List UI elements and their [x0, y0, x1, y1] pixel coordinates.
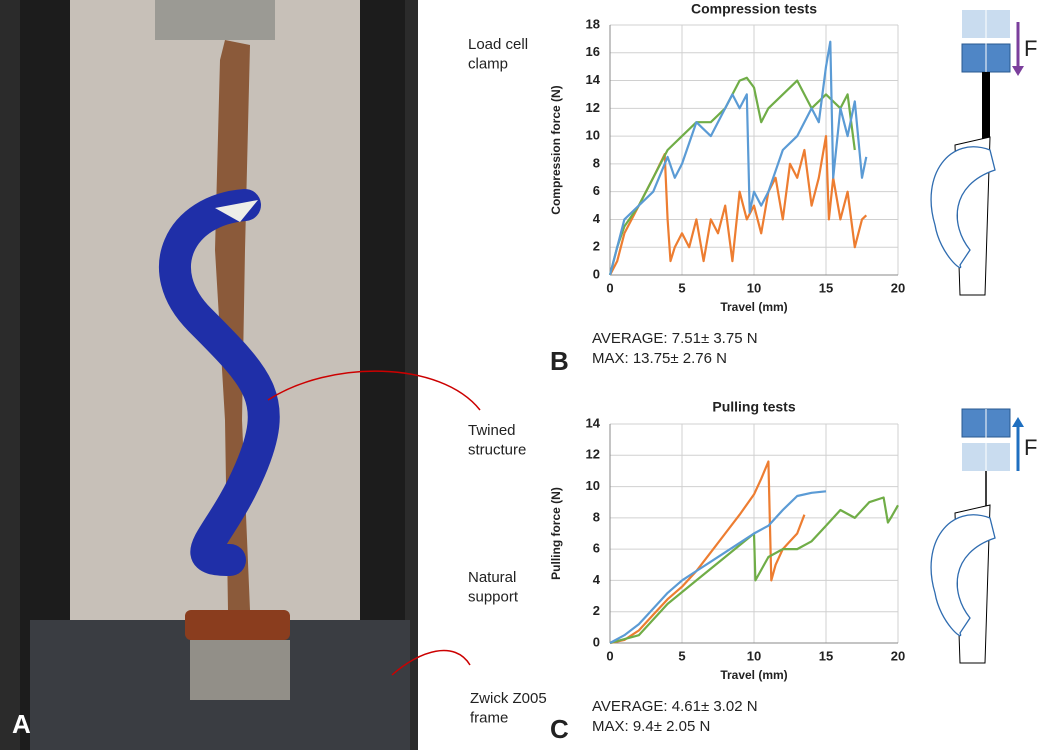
y-tick-label: 18 [586, 16, 600, 31]
y-tick-label: 4 [593, 211, 601, 226]
x-tick-label: 0 [606, 648, 613, 663]
y-tick-label: 10 [586, 128, 600, 143]
y-tick-label: 0 [593, 266, 600, 281]
x-tick-label: 20 [891, 280, 905, 295]
y-tick-label: 2 [593, 603, 600, 618]
y-tick-label: 6 [593, 541, 600, 556]
annotation: AVERAGE: 4.61± 3.02 N [592, 698, 758, 715]
y-tick-label: 12 [586, 447, 600, 462]
y-tick-label: 0 [593, 634, 600, 649]
photo [0, 0, 481, 750]
panel-label: B [550, 346, 569, 376]
x-tick-label: 5 [678, 280, 685, 295]
y-tick-label: 14 [586, 415, 601, 430]
photo-label: Twined structure [468, 422, 526, 459]
data-line [608, 76, 856, 276]
force-arrowhead [1012, 66, 1024, 76]
data-line [609, 496, 899, 645]
annotation: AVERAGE: 7.51± 3.75 N [592, 330, 758, 347]
photo-label: Natural support [468, 569, 519, 606]
x-tick-label: 15 [819, 648, 833, 663]
twined-body [930, 514, 996, 637]
y-tick-label: 6 [593, 183, 600, 198]
schematic: F [930, 408, 1037, 664]
y-axis-label: Pulling force (N) [549, 487, 563, 580]
x-tick-label: 0 [606, 280, 613, 295]
y-tick-label: 4 [593, 572, 601, 587]
force-label: F [1024, 435, 1037, 460]
x-tick-label: 10 [747, 280, 761, 295]
x-tick-label: 10 [747, 648, 761, 663]
twined-body [930, 146, 996, 269]
annotation: MAX: 9.4± 2.05 N [592, 718, 710, 735]
chart-title: Compression tests [691, 1, 817, 17]
photo-label: Load cell clamp [468, 36, 528, 73]
x-tick-label: 15 [819, 280, 833, 295]
y-tick-label: 10 [586, 478, 600, 493]
y-tick-label: 14 [586, 72, 601, 87]
force-label: F [1024, 36, 1037, 61]
data-line [609, 135, 868, 276]
x-tick-label: 20 [891, 648, 905, 663]
schematic: F [930, 10, 1037, 296]
y-axis-label: Compression force (N) [549, 85, 563, 214]
x-axis-label: Travel (mm) [720, 668, 787, 682]
panel-label: C [550, 714, 569, 744]
panel-label: A [12, 709, 31, 739]
annotation: MAX: 13.75± 2.76 N [592, 350, 727, 367]
y-tick-label: 8 [593, 509, 600, 524]
photo-label: Zwick Z005 frame [470, 690, 547, 727]
y-tick-label: 12 [586, 100, 600, 115]
y-tick-label: 2 [593, 239, 600, 254]
force-arrowhead [1012, 417, 1024, 427]
x-axis-label: Travel (mm) [720, 300, 787, 314]
data-line [608, 40, 868, 276]
x-tick-label: 5 [678, 648, 685, 663]
data-line [609, 490, 827, 644]
y-tick-label: 8 [593, 155, 600, 170]
chart-title: Pulling tests [712, 399, 795, 415]
y-tick-label: 16 [586, 44, 600, 59]
